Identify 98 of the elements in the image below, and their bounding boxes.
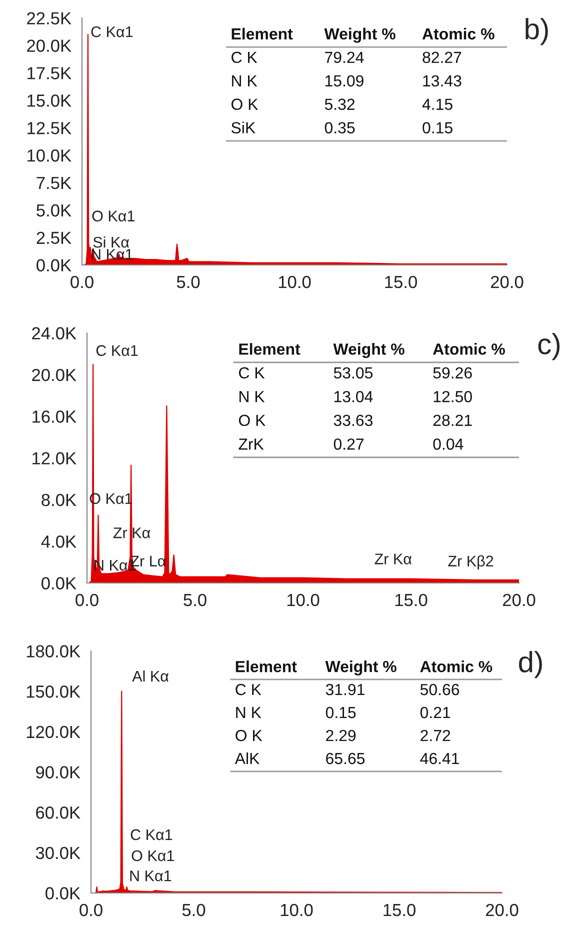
annotation: Weight % — [324, 28, 396, 43]
x-tick-label: 15.0 — [395, 594, 428, 606]
y-tick-label: 20.0K — [27, 40, 72, 52]
annotation: C K — [239, 367, 265, 379]
x-tick-label: 10.0 — [287, 594, 320, 606]
annotation: N Kα1 — [130, 870, 172, 882]
x-tick-label: 5.0 — [182, 904, 206, 916]
annotation: N K — [240, 391, 265, 402]
annotation: 2.72 — [420, 730, 450, 742]
y-tick-label: 10.0K — [28, 149, 72, 162]
annotation: 46.41 — [420, 752, 459, 764]
annotation: Al Kα — [132, 670, 169, 682]
annotation: 53.05 — [334, 367, 373, 379]
annotation: 4.15 — [422, 98, 452, 110]
annotation: O K — [238, 414, 266, 426]
y-tick-label: 60.0K — [36, 806, 80, 819]
x-tick-label: 0.0 — [70, 276, 94, 288]
annotation: 50.66 — [420, 684, 460, 696]
annotation: 12.50 — [434, 390, 472, 402]
annotation: 79.24 — [325, 52, 364, 64]
annotation: Element — [232, 28, 293, 40]
annotation: O K — [236, 730, 262, 742]
annotation: Zr Kα — [374, 554, 412, 564]
annotation: N K — [232, 75, 258, 86]
y-tick-label: 12.0K — [32, 452, 76, 464]
y-tick-label: 5.0K — [36, 204, 72, 217]
y-tick-label: 0.0K — [46, 887, 80, 900]
annotation: 59.26 — [433, 367, 472, 379]
annotation: 13.43 — [423, 75, 462, 87]
annotation: Zr Kβ2 — [448, 555, 494, 570]
y-tick-label: 8.0K — [42, 494, 76, 506]
y-tick-label: 0.0K — [42, 577, 76, 590]
chart-title: d) — [519, 651, 542, 678]
annotation: Element — [236, 660, 297, 672]
annotation: Atomic % — [432, 343, 505, 355]
x-tick-label: 15.0 — [385, 276, 417, 288]
y-tick-label: 20.0K — [32, 368, 76, 382]
annotation: 0.21 — [420, 706, 450, 718]
x-tick-label: 0.0 — [76, 594, 98, 606]
annotation: C K — [232, 52, 258, 64]
annotation: SiK — [231, 122, 256, 134]
annotation: 0.35 — [324, 122, 355, 134]
annotation: 33.63 — [334, 414, 373, 426]
annotation: O Kα1 — [92, 210, 134, 222]
annotation: Weight % — [325, 660, 396, 676]
y-tick-label: 180.0K — [26, 645, 80, 658]
annotation: 13.04 — [334, 390, 373, 402]
annotation: 31.91 — [326, 684, 364, 696]
annotation: C K — [236, 684, 262, 696]
y-tick-label: 12.5K — [28, 122, 72, 134]
annotation: 0.15 — [422, 122, 452, 134]
chart-title: c) — [538, 333, 560, 360]
x-tick-label: 5.0 — [176, 276, 200, 288]
annotation: ZrK — [238, 438, 264, 450]
annotation: C Kα1 — [130, 829, 172, 840]
chart-title: b) — [526, 18, 548, 46]
y-tick-label: 120.0K — [26, 726, 80, 738]
y-tick-label: 30.0K — [36, 846, 80, 860]
y-tick-label: 22.5K — [27, 12, 72, 24]
annotation: O K — [232, 98, 258, 110]
annotation: 0.04 — [433, 438, 464, 450]
x-tick-label: 10.0 — [280, 904, 313, 916]
annotation: Atomic % — [420, 660, 492, 672]
y-tick-label: 90.0K — [36, 766, 80, 778]
x-tick-label: 15.0 — [384, 904, 416, 916]
y-tick-label: 7.5K — [36, 177, 72, 190]
x-tick-label: 20.0 — [490, 276, 524, 288]
annotation: N K — [236, 707, 262, 718]
annotation: C Kα1 — [91, 26, 133, 38]
annotation: 2.29 — [326, 730, 356, 742]
x-tick-label: 10.0 — [278, 276, 311, 288]
y-tick-label: 16.0K — [32, 410, 76, 423]
x-tick-label: 20.0 — [502, 594, 536, 606]
annotation: O Kα1 — [132, 850, 174, 862]
annotation: Atomic % — [422, 28, 494, 40]
y-tick-label: 2.5K — [36, 232, 72, 244]
x-tick-label: 0.0 — [80, 904, 102, 916]
y-tick-label: 15.0K — [28, 94, 72, 107]
annotation: 82.27 — [422, 52, 462, 64]
annotation: Zr Kα — [113, 528, 150, 538]
annotation: 65.65 — [326, 752, 365, 764]
annotation: 15.09 — [325, 75, 364, 87]
annotation: 0.15 — [326, 706, 356, 718]
y-tick-label: 17.5K — [28, 67, 72, 80]
y-tick-label: 150.0K — [26, 686, 80, 698]
annotation: 28.21 — [433, 414, 472, 426]
y-tick-label: 24.0K — [32, 327, 76, 340]
annotation: 0.27 — [334, 438, 364, 450]
annotation: AlK — [234, 752, 260, 764]
x-tick-label: 20.0 — [486, 904, 518, 916]
y-tick-label: 4.0K — [41, 536, 76, 548]
annotation: C Kα1 — [96, 345, 138, 356]
annotation: Si Kα — [93, 236, 130, 248]
x-tick-label: 5.0 — [184, 594, 206, 606]
annotation: Weight % — [333, 343, 404, 358]
y-tick-label: 0.0K — [36, 259, 72, 272]
annotation: 5.32 — [324, 98, 355, 110]
annotation: Element — [239, 343, 300, 355]
